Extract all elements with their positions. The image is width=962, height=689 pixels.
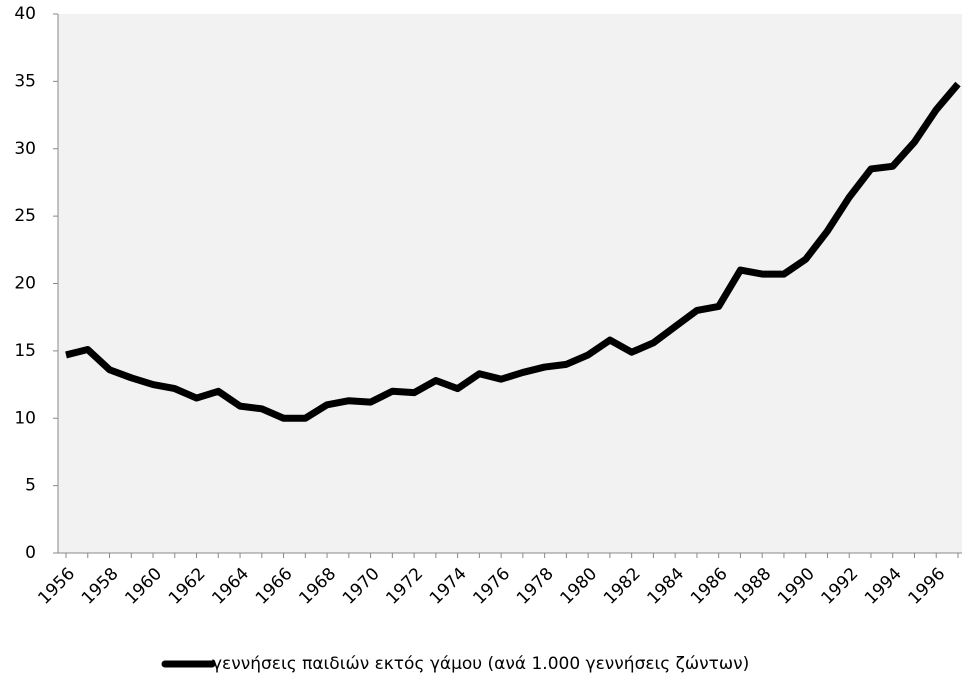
x-tick-label: 1978 xyxy=(513,564,558,609)
x-tick-label: 1976 xyxy=(469,564,514,609)
y-tick-label: 0 xyxy=(25,543,36,563)
x-tick-label: 1966 xyxy=(252,564,297,609)
x-tick-label: 1990 xyxy=(774,564,819,609)
x-tick-label: 1956 xyxy=(34,564,79,609)
x-tick-label: 1982 xyxy=(600,564,645,609)
y-tick-label: 10 xyxy=(14,408,36,428)
x-tick-label: 1980 xyxy=(556,564,601,609)
y-tick-label: 20 xyxy=(14,274,36,294)
legend-label: γεννήσεις παιδιών εκτός γάμου (ανά 1.000… xyxy=(212,654,749,674)
x-tick-label: 1960 xyxy=(121,564,166,609)
x-tick-label: 1962 xyxy=(165,564,210,609)
x-tick-label: 1986 xyxy=(687,564,732,609)
x-tick-label: 1968 xyxy=(295,564,340,609)
y-tick-label: 40 xyxy=(14,4,36,24)
x-tick-label: 1992 xyxy=(818,564,863,609)
y-tick-label: 30 xyxy=(14,139,36,159)
x-tick-label: 1970 xyxy=(339,564,384,609)
x-tick-label: 1974 xyxy=(426,564,471,609)
x-tick-label: 1996 xyxy=(905,564,950,609)
data-line xyxy=(65,81,961,422)
x-tick-label: 1964 xyxy=(208,564,253,609)
x-tick-label: 1984 xyxy=(644,564,689,609)
y-tick-label: 5 xyxy=(25,476,36,496)
x-tick-label: 1972 xyxy=(382,564,427,609)
x-tick-label: 1988 xyxy=(731,564,776,609)
y-tick-label: 25 xyxy=(14,206,36,226)
x-tick-label: 1958 xyxy=(78,564,123,609)
x-tick-label: 1994 xyxy=(861,564,906,609)
y-tick-label: 15 xyxy=(14,341,36,361)
plot-area xyxy=(58,14,962,553)
y-tick-label: 35 xyxy=(14,71,36,91)
